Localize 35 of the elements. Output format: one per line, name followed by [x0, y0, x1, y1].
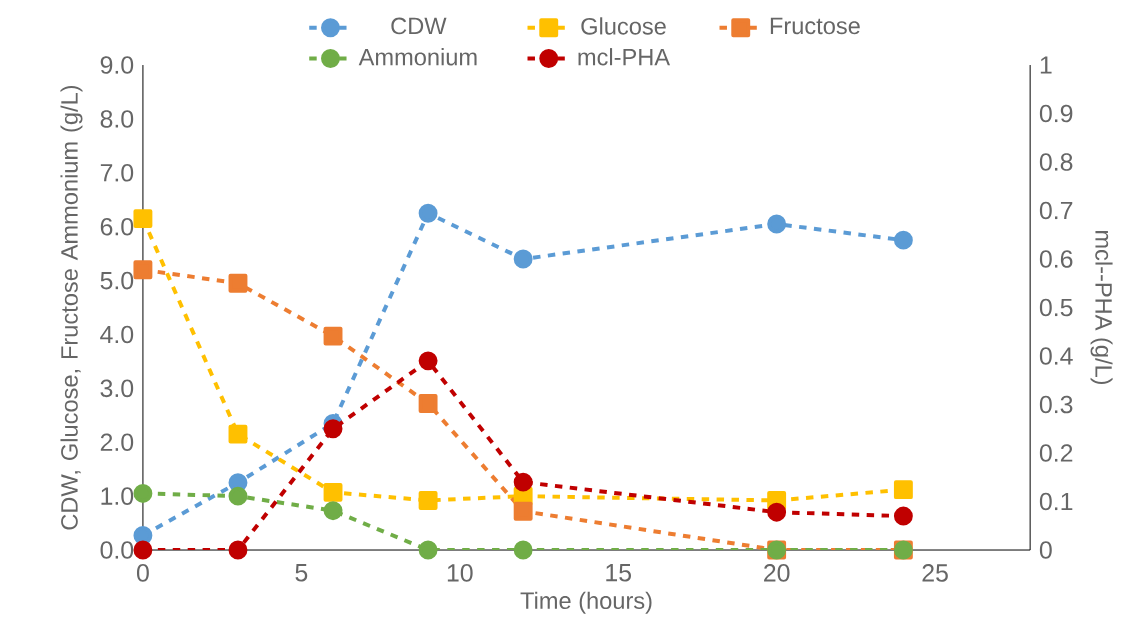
y-tick-label: 0.0: [100, 541, 134, 559]
y-tick-label: 6.0: [100, 217, 134, 236]
legend-label: mcl-PHA: [578, 48, 671, 66]
x-tick-label: 5: [295, 564, 308, 582]
y-tick-label: 4.0: [100, 325, 134, 344]
y2-tick-label: 0.6: [1039, 250, 1073, 268]
y-tick-label: 1.0: [101, 487, 134, 505]
legend-label: Glucose: [581, 17, 666, 35]
y2-tick-label: 0.9: [1039, 104, 1073, 123]
y2-tick-label: 0: [1039, 541, 1052, 559]
legend-label: Ammonium: [358, 48, 477, 66]
legend-label: Fructose: [770, 17, 860, 35]
x-tick-label: 10: [447, 564, 473, 582]
y2-tick-label: 0.7: [1039, 201, 1073, 220]
y2-axis-title: mcl--PHA (g/L): [1090, 230, 1113, 385]
y2-tick-label: 0.4: [1039, 347, 1073, 365]
x-tick-label: 20: [764, 564, 790, 582]
x-tick-label: 15: [606, 564, 631, 582]
y2-tick-label: 0.8: [1039, 153, 1073, 171]
y-tick-label: 3.0: [100, 379, 134, 398]
y2-tick-label: 1: [1040, 56, 1052, 74]
y-tick-label: 9.0: [100, 56, 134, 74]
x-tick-label: 0: [136, 564, 149, 582]
y-tick-label: 7.0: [100, 164, 134, 182]
y-tick-label: 5.0: [100, 271, 134, 290]
x-axis-title: Time (hours): [520, 591, 652, 614]
y-tick-label: 2.0: [100, 433, 134, 452]
y-axis-title: CDW, Glucose, Fructose Ammonium (g/L): [60, 85, 83, 530]
y2-tick-label: 0.1: [1039, 492, 1073, 511]
y2-tick-label: 0.5: [1039, 298, 1073, 317]
y2-tick-label: 0.3: [1039, 395, 1073, 414]
y2-tick-label: 0.2: [1039, 444, 1073, 462]
legend-label: CDW: [391, 17, 447, 35]
y-tick-label: 8.0: [100, 110, 134, 128]
x-tick-label: 25: [922, 564, 948, 582]
